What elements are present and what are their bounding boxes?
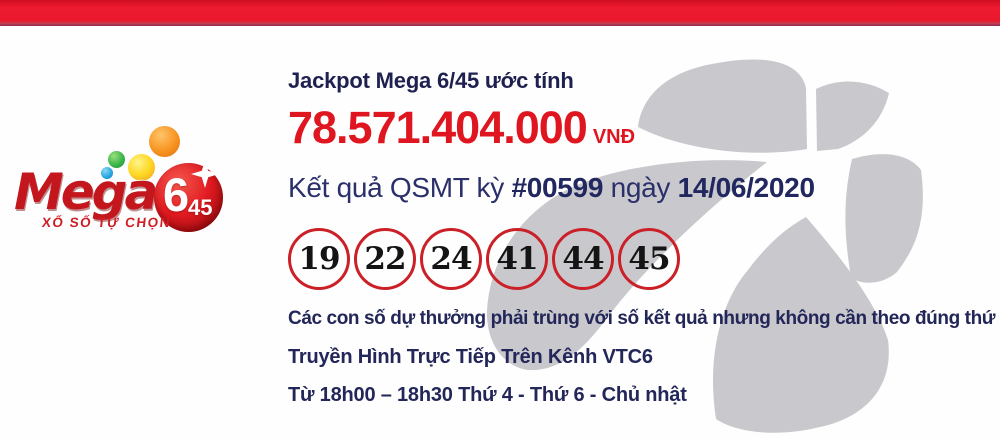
draw-info-line: Kết quả QSMT kỳ #00599 ngày 14/06/2020	[288, 172, 815, 204]
logo-ball-yellow-icon	[128, 154, 155, 181]
watermark-petal-top-left	[638, 59, 807, 153]
jackpot-currency: VNĐ	[592, 126, 636, 148]
winning-number-ball: 44	[552, 228, 614, 290]
draw-date: 14/06/2020	[677, 172, 815, 203]
winning-numbers-row: 19 22 24 41 44 45	[288, 228, 680, 290]
logo-red-ball-icon: 6 45	[154, 160, 223, 232]
sparkle-star-icon	[191, 160, 219, 188]
broadcast-note: Truyền Hình Trực Tiếp Trên Kênh VTC6	[288, 346, 653, 368]
winning-number-ball: 45	[618, 228, 680, 290]
winning-number-ball: 19	[288, 228, 350, 290]
matching-rule-note: Các con số dự thưởng phải trùng với số k…	[288, 308, 1000, 329]
jackpot-amount: 78.571.404.000 VNĐ	[288, 102, 635, 154]
winning-number-ball: 24	[420, 228, 482, 290]
jackpot-amount-value: 78.571.404.000	[288, 102, 588, 153]
logo-number-45: 45	[188, 195, 213, 220]
logo-ball-orange-icon	[149, 126, 180, 157]
logo-ball-green-icon	[108, 151, 125, 168]
schedule-note: Từ 18h00 – 18h30 Thứ 4 - Thứ 6 - Chủ nhậ…	[288, 384, 687, 406]
mega-645-logo: Mega 6 45 XỔ SỐ TỰ CHỌN	[0, 55, 270, 235]
top-red-bar	[0, 0, 1000, 26]
logo-wordmark: Mega	[14, 163, 158, 221]
logo-tagline: XỔ SỐ TỰ CHỌN	[41, 215, 172, 230]
winning-number-ball: 22	[354, 228, 416, 290]
jackpot-label: Jackpot Mega 6/45 ước tính	[288, 68, 574, 93]
logo-ball-blue-icon	[101, 167, 113, 179]
watermark-petal-bottom	[712, 217, 889, 433]
draw-info-prefix: Kết quả QSMT kỳ	[288, 172, 504, 203]
draw-date-label: ngày	[610, 172, 671, 203]
watermark-petal-right	[845, 154, 923, 283]
logo-number-6: 6	[163, 168, 190, 221]
draw-id: #00599	[511, 172, 604, 203]
watermark-petal-top-right	[816, 81, 889, 151]
winning-number-ball: 41	[486, 228, 548, 290]
